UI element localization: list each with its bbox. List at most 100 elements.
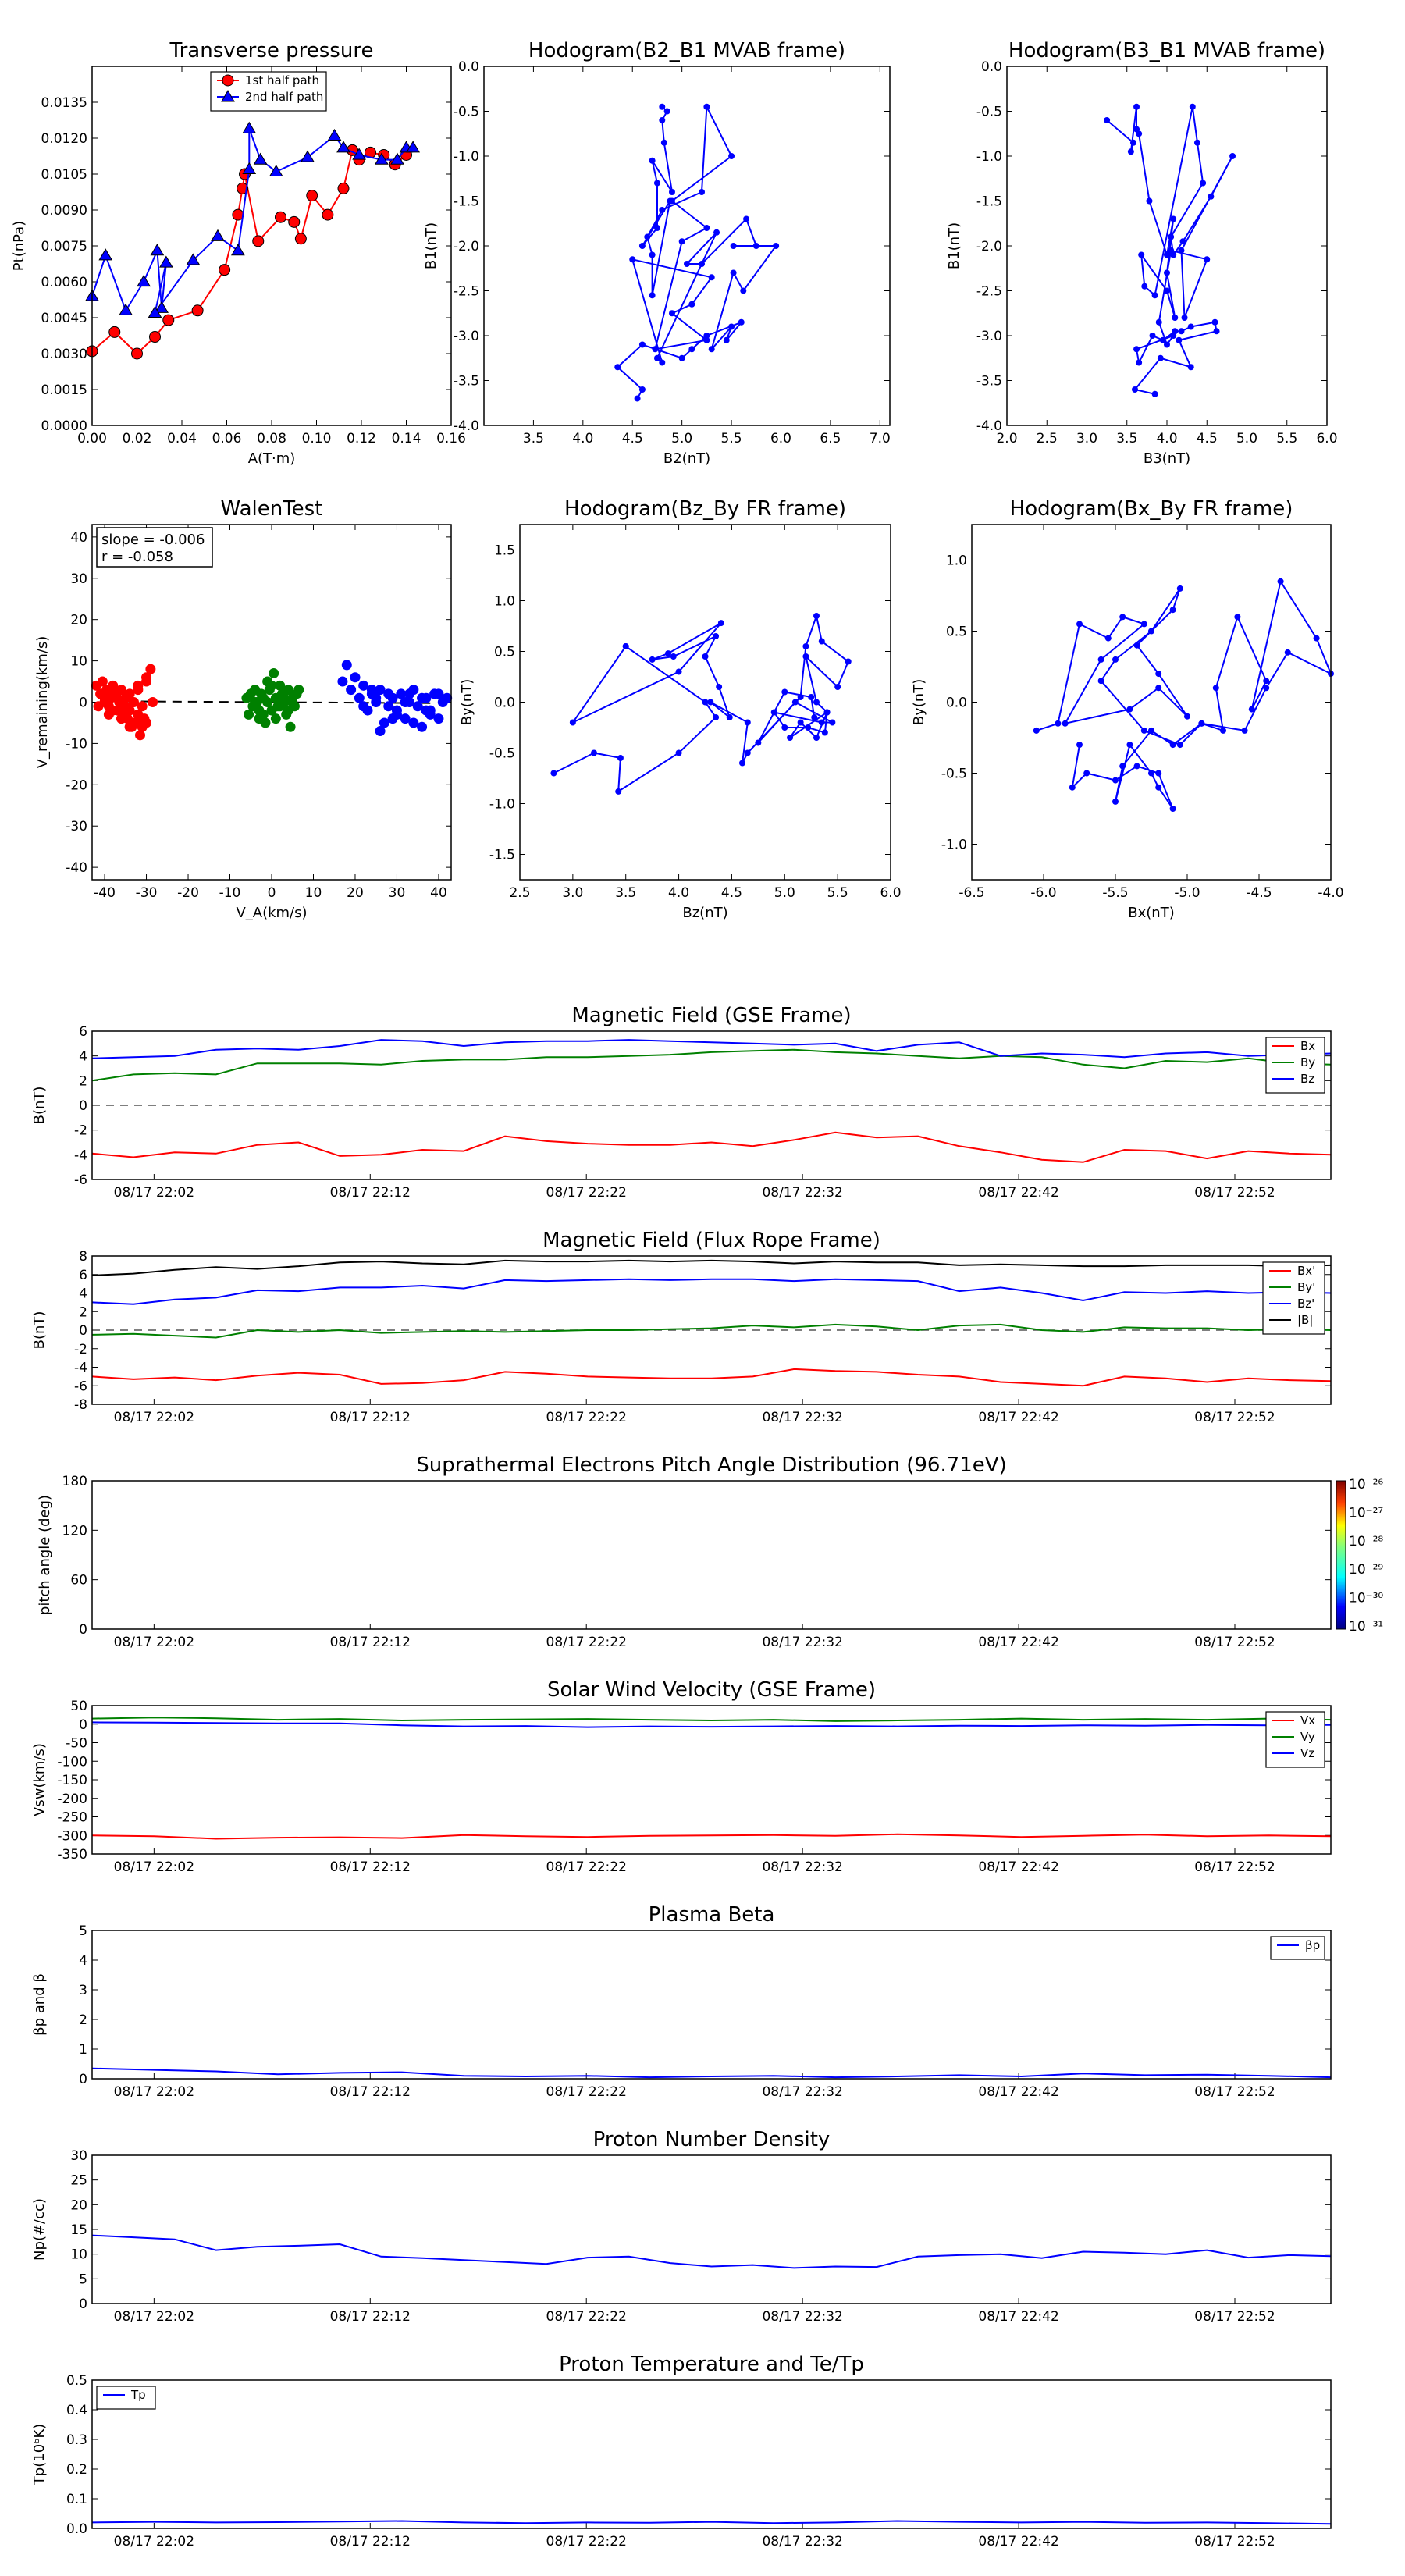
y-tick-label: -2.5 xyxy=(454,284,479,300)
hodogram-b2-b1-chart-title: Hodogram(B2_B1 MVAB frame) xyxy=(528,39,845,62)
series-line-0 xyxy=(1036,579,1332,809)
x-tick-label: 08/17 22:12 xyxy=(330,1635,411,1650)
data-point xyxy=(294,233,307,245)
x-tick-label: 08/17 22:42 xyxy=(978,1185,1058,1201)
data-point xyxy=(723,336,730,343)
data-point xyxy=(288,215,301,228)
plot-frame xyxy=(91,66,452,426)
y-tick-label: -20 xyxy=(66,777,87,793)
data-point xyxy=(811,714,818,720)
data-point xyxy=(412,701,423,712)
y-tick-label: -2.0 xyxy=(454,239,479,254)
y-tick-label: 0.0090 xyxy=(41,203,87,219)
walen-test-chart: WalenTest 40 30 20 10 0 -10 -20 -30 -40 -40 -30 -20 -… xyxy=(34,497,453,921)
x-tick-label: -6.0 xyxy=(1030,885,1056,901)
data-point xyxy=(699,189,706,195)
y-tick-label: 0.4 xyxy=(66,2403,87,2418)
x-tick-label: 30 xyxy=(389,885,406,901)
y-tick-label: 5 xyxy=(79,1923,87,1939)
data-point xyxy=(744,719,751,726)
y-tick-label: -100 xyxy=(57,1754,87,1770)
data-point xyxy=(1033,727,1040,734)
y-tick-label: -4.0 xyxy=(976,418,1002,434)
data-point xyxy=(1187,323,1194,330)
x-tick-label: 0.06 xyxy=(212,431,242,447)
y-tick-label: 0.0000 xyxy=(41,418,87,434)
data-point xyxy=(802,653,809,660)
y-tick-label: 6 xyxy=(79,1268,87,1283)
data-point xyxy=(1149,333,1156,339)
x-tick-label: 08/17 22:42 xyxy=(978,1410,1058,1425)
x-tick-label: 08/17 22:52 xyxy=(1194,2309,1275,2325)
data-point xyxy=(108,326,121,338)
x-tick-label: -5.0 xyxy=(1174,885,1200,901)
data-point xyxy=(813,699,820,706)
legend-box xyxy=(1270,1936,1325,1960)
x-tick-label: 08/17 22:12 xyxy=(330,1185,411,1201)
data-point xyxy=(1198,720,1205,727)
hodogram-b2-b1-chart: Hodogram(B2_B1 MVAB frame) 0.0 -0.5 -1.0 -1.… xyxy=(423,39,891,467)
data-point xyxy=(404,688,415,699)
data-point xyxy=(805,724,812,731)
data-point xyxy=(358,680,369,691)
data-point xyxy=(417,721,428,732)
data-point xyxy=(270,713,281,724)
x-axis-label: V_A(km/s) xyxy=(236,905,307,921)
data-point xyxy=(708,346,715,353)
y-tick-label: 120 xyxy=(62,1523,87,1539)
data-point xyxy=(103,709,114,720)
x-tick-label: 08/17 22:32 xyxy=(762,2309,842,2325)
data-point xyxy=(1263,678,1270,685)
data-point xyxy=(242,162,257,174)
time-panel-6: Proton Number Density 30 25 20 15 10 5 0 08/17 2… xyxy=(31,2128,1332,2325)
y-tick-label: 0.0 xyxy=(946,696,967,711)
data-point xyxy=(678,354,685,361)
data-point xyxy=(98,248,113,261)
series-line-0 xyxy=(91,2234,1332,2269)
data-point xyxy=(1187,364,1194,371)
legend-box xyxy=(96,2386,156,2410)
y-tick-label: -4.0 xyxy=(454,418,479,434)
data-point xyxy=(387,713,398,724)
data-point xyxy=(634,395,641,402)
x-tick-label: 4.5 xyxy=(622,431,643,447)
y-tick-label: -3.0 xyxy=(454,329,479,344)
colorbar-tick-label: 10⁻²⁹ xyxy=(1349,1562,1383,1578)
data-point xyxy=(358,701,369,712)
data-point xyxy=(1168,247,1175,254)
time-panel-4: Solar Wind Velocity (GSE Frame) 50 0 -50 -10… xyxy=(31,1678,1332,1875)
plot-frame xyxy=(91,1705,1332,1855)
x-tick-label: 6.5 xyxy=(820,431,841,447)
data-point xyxy=(250,697,261,707)
data-point xyxy=(390,152,404,165)
y-tick-label: 5 xyxy=(79,2272,87,2287)
colorbar-tick-label: 10⁻²⁶ xyxy=(1349,1477,1383,1493)
data-point xyxy=(675,749,682,756)
x-tick-label: -6.5 xyxy=(959,885,984,901)
x-tick-label: -4.0 xyxy=(1318,885,1343,901)
data-point xyxy=(391,705,402,716)
x-tick-label: 08/17 22:02 xyxy=(114,2534,194,2549)
y-tick-label: 0.0 xyxy=(981,59,1002,75)
y-axis-label: βp and β xyxy=(31,1973,48,2036)
y-tick-label: -2 xyxy=(74,1123,87,1139)
y-tick-label: -30 xyxy=(66,819,87,834)
y-axis-label: B1(nT) xyxy=(423,222,439,269)
data-point xyxy=(1172,315,1179,321)
data-point xyxy=(133,685,144,696)
data-point xyxy=(275,211,286,223)
series-line-Bx' xyxy=(91,1368,1332,1387)
data-point xyxy=(231,244,245,256)
data-point xyxy=(258,709,269,720)
data-point xyxy=(442,692,453,703)
y-tick-label: 30 xyxy=(70,571,87,587)
x-tick-label: 08/17 22:52 xyxy=(1194,1635,1275,1650)
series-line-0 xyxy=(616,104,778,399)
x-tick-label: 08/17 22:22 xyxy=(546,2084,627,2100)
data-point xyxy=(1204,256,1211,263)
data-point xyxy=(1176,742,1183,749)
data-point xyxy=(1155,685,1162,692)
data-point xyxy=(703,336,710,343)
y-tick-label: 0.0015 xyxy=(41,382,87,398)
data-point xyxy=(728,323,735,330)
